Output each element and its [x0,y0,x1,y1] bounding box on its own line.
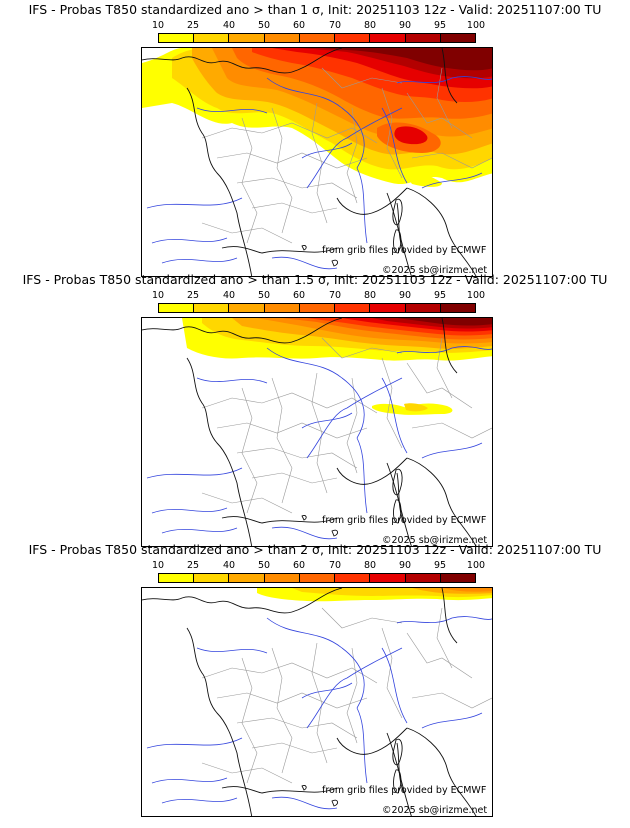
source-credit: from grib files provided by ECMWF [322,515,487,526]
tick-label: 80 [363,560,377,571]
scale-swatch [229,304,265,312]
probability-field [257,588,492,602]
scale-swatch [194,34,230,42]
tick-label: 25 [186,290,200,301]
scale-swatch [405,34,441,42]
panel-title: IFS - Probas T850 standardized ano > tha… [28,2,602,17]
tick-label: 70 [328,20,342,31]
scale-swatch [440,304,475,312]
tick-label: 60 [292,560,306,571]
panel-title: IFS - Probas T850 standardized ano > tha… [28,542,602,557]
scale-swatch [299,574,336,582]
scale-swatch [229,34,265,42]
tick-label: 70 [328,560,342,571]
probability-map [141,47,493,277]
color-scale [158,33,476,43]
map-panel-1: IFS - Probas T850 standardized ano > tha… [0,0,630,277]
probability-field [142,48,492,187]
scale-ticks: 10 25 40 50 60 70 80 90 95 100 [140,20,494,32]
tick-label: 60 [292,20,306,31]
tick-label: 25 [186,560,200,571]
tick-label: 10 [151,290,165,301]
copyright-credit: ©2025 sb@irizme.net [382,805,488,816]
probability-field [182,318,492,415]
tick-label: 100 [466,560,486,571]
scale-swatch [229,574,265,582]
scale-swatch [299,34,336,42]
color-scale [158,303,476,313]
tick-label: 95 [433,290,447,301]
tick-label: 10 [151,20,165,31]
source-credit: from grib files provided by ECMWF [322,245,487,256]
tick-label: 70 [328,290,342,301]
scale-ticks: 10 25 40 50 60 70 80 90 95 100 [140,560,494,572]
tick-label: 95 [433,560,447,571]
tick-label: 80 [363,20,377,31]
tick-label: 90 [398,560,412,571]
scale-swatch [159,34,195,42]
tick-label: 100 [466,20,486,31]
tick-label: 90 [398,20,412,31]
scale-swatch [194,574,230,582]
tick-label: 95 [433,20,447,31]
tick-label: 80 [363,290,377,301]
scale-swatch [370,304,406,312]
tick-label: 25 [186,20,200,31]
tick-label: 40 [222,20,236,31]
scale-swatch [335,574,371,582]
map-panel-2: IFS - Probas T850 standardized ano > tha… [0,270,630,547]
scale-swatch [264,34,300,42]
scale-swatch [405,574,441,582]
tick-label: 50 [257,560,271,571]
scale-swatch [370,574,406,582]
tick-label: 50 [257,290,271,301]
probability-map [141,317,493,547]
scale-swatch [159,574,195,582]
copyright-credit: ©2025 sb@irizme.net [382,535,488,546]
tick-label: 100 [466,290,486,301]
scale-swatch [159,304,195,312]
scale-swatch [264,304,300,312]
source-credit: from grib files provided by ECMWF [322,785,487,796]
map-panel-3: IFS - Probas T850 standardized ano > tha… [0,540,630,817]
scale-swatch [264,574,300,582]
scale-swatch [335,304,371,312]
color-scale [158,573,476,583]
copyright-credit: ©2025 sb@irizme.net [382,265,488,276]
scale-swatch [370,34,406,42]
probability-map [141,587,493,817]
tick-label: 40 [222,560,236,571]
scale-swatch [299,304,336,312]
scale-swatch [335,34,371,42]
tick-label: 40 [222,290,236,301]
scale-swatch [440,574,475,582]
panel-title: IFS - Probas T850 standardized ano > tha… [22,272,608,287]
tick-label: 90 [398,290,412,301]
scale-swatch [440,34,475,42]
scale-ticks: 10 25 40 50 60 70 80 90 95 100 [140,290,494,302]
tick-label: 50 [257,20,271,31]
scale-swatch [194,304,230,312]
tick-label: 10 [151,560,165,571]
tick-label: 60 [292,290,306,301]
scale-swatch [405,304,441,312]
